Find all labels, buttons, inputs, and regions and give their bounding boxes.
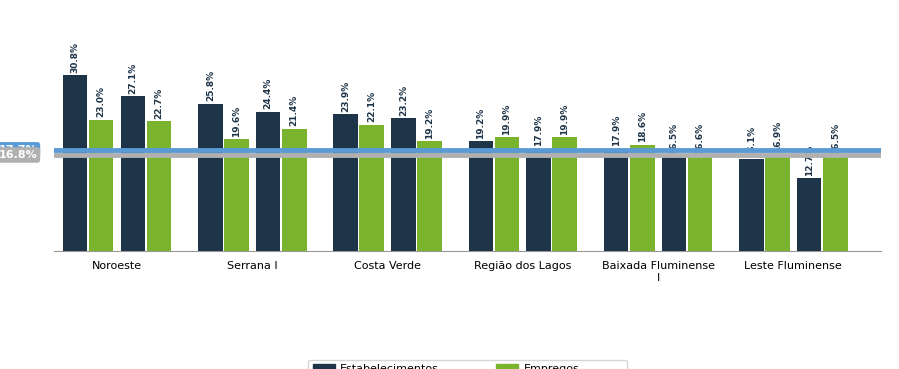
Bar [256,111,280,251]
Bar [198,104,223,251]
Bar [797,178,822,251]
Text: 19.9%: 19.9% [560,104,569,135]
Text: 19.6%: 19.6% [232,106,241,137]
Bar [552,137,577,251]
Bar [120,96,145,251]
Bar [526,149,551,251]
Text: 27.1%: 27.1% [129,63,138,94]
Text: 16.5%: 16.5% [831,123,840,154]
Bar [391,118,415,251]
Text: 16.5%: 16.5% [670,123,679,154]
Text: 30.8%: 30.8% [71,42,80,73]
Text: 21.4%: 21.4% [289,95,298,127]
Bar [89,120,113,251]
Bar [63,75,87,251]
Bar [494,137,520,251]
Text: 19.9%: 19.9% [503,104,512,135]
Bar [630,145,654,251]
Text: 16.9%: 16.9% [773,121,782,152]
Bar [282,129,307,251]
Bar [739,159,764,251]
Text: 19.2%: 19.2% [425,108,434,139]
Bar [417,141,441,251]
Bar [688,156,712,251]
Text: 17.9%: 17.9% [534,115,543,146]
Text: 17.9%: 17.9% [611,115,620,146]
Bar [360,125,384,251]
Text: 16.6%: 16.6% [696,123,705,154]
Text: 22.1%: 22.1% [367,91,376,123]
Text: 24.4%: 24.4% [263,78,272,109]
Text: 23.0%: 23.0% [96,86,106,117]
Bar [468,141,494,251]
Legend: Estabelecimentos, ERJ - Estabelecimentos, Empregos, ERJ - Empregados: Estabelecimentos, ERJ - Estabelecimentos… [308,360,627,369]
Text: 22.7%: 22.7% [155,88,164,119]
Text: 12.7%: 12.7% [805,145,814,176]
Bar [224,139,249,251]
Text: 23.2%: 23.2% [399,85,408,116]
Text: 16.8%: 16.8% [0,150,38,160]
Text: 19.2%: 19.2% [476,108,485,139]
Bar [334,114,358,251]
Bar [765,154,790,251]
Text: 25.8%: 25.8% [206,70,215,101]
Text: 17.7%: 17.7% [0,145,38,155]
Text: 18.6%: 18.6% [637,111,646,142]
Bar [604,149,628,251]
Bar [147,121,171,251]
Bar [823,157,848,251]
Bar [662,157,686,251]
Text: 23.9%: 23.9% [341,81,350,112]
Text: 16.1%: 16.1% [747,125,756,157]
